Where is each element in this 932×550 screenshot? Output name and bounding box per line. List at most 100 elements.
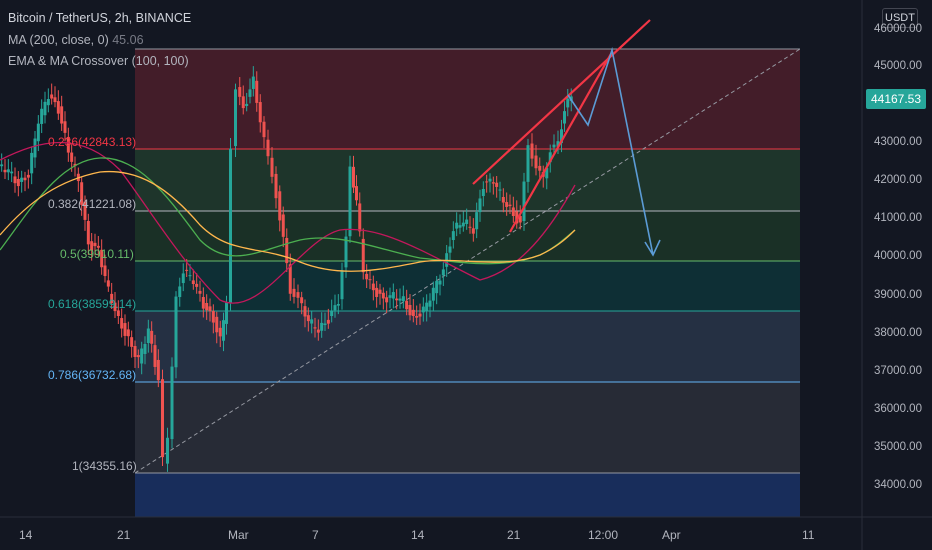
candle-body: [361, 238, 365, 273]
candle-body: [106, 280, 110, 287]
candle-body: [195, 283, 199, 287]
candle-body: [251, 76, 255, 89]
candle-body: [431, 287, 435, 301]
ema-red-line: [0, 141, 576, 304]
candle-body: [198, 290, 202, 294]
candle-body: [468, 226, 472, 228]
candle-body: [80, 182, 84, 205]
candle-body: [391, 292, 395, 299]
candle-body: [63, 121, 67, 133]
candle-body: [411, 309, 415, 317]
candle-body: [552, 144, 556, 148]
price-axis-label: 37000.00: [874, 365, 922, 377]
candle-body: [70, 152, 74, 162]
candle-body: [481, 188, 485, 197]
candle-body: [495, 182, 499, 187]
ema-legend[interactable]: EMA & MA Crossover (100, 100): [8, 54, 189, 68]
candle-body: [385, 297, 389, 303]
candle-body: [248, 89, 252, 97]
candle-body: [50, 94, 54, 99]
candle-body: [508, 204, 512, 207]
candle-body: [93, 242, 97, 247]
candle-body: [110, 293, 114, 304]
time-axis-label: 12:00: [588, 528, 619, 542]
candle-body: [208, 306, 212, 312]
candle-body: [146, 328, 150, 343]
candle-body: [465, 219, 469, 224]
candle-body: [355, 186, 358, 201]
candle-body: [455, 222, 459, 229]
candle-body: [378, 289, 382, 294]
candle-body: [515, 211, 519, 224]
candle-body: [428, 300, 432, 307]
price-axis-label: 42000.00: [874, 174, 922, 186]
candle-body: [388, 295, 392, 298]
candle-body: [401, 296, 405, 302]
fib-level-label: 0.236(42843.13): [48, 135, 137, 149]
candle-body: [258, 102, 262, 123]
candle-body: [255, 80, 259, 103]
candle-body: [33, 138, 37, 158]
price-axis-label: 46000.00: [874, 23, 922, 35]
candle-body: [522, 181, 526, 222]
price-axis-label: 41000.00: [874, 212, 922, 224]
candle-body: [3, 169, 7, 173]
candle-body: [40, 108, 44, 124]
candle-body: [491, 182, 495, 184]
fib-level-label: 0.382(41221.08): [48, 197, 137, 211]
candle-body: [73, 163, 77, 167]
candle-body: [458, 225, 462, 228]
candle-body: [36, 123, 40, 142]
time-axis-label: Mar: [228, 528, 249, 542]
candle-body: [505, 202, 509, 207]
candle-body: [241, 96, 245, 109]
candle-body: [418, 313, 422, 317]
time-axis-label: 14: [19, 528, 33, 542]
fib-level-label: 0.618(38599.14): [48, 297, 137, 311]
fib-level-label: 0.5(39910.11): [60, 247, 134, 261]
candle-body: [421, 306, 425, 313]
candle-body: [545, 167, 549, 179]
time-axis-label: 11: [802, 528, 815, 542]
candle-body: [116, 310, 120, 317]
candle-body: [90, 241, 94, 251]
candle-body: [448, 246, 452, 253]
candle-body: [563, 111, 566, 124]
fib-zone-0-0236: [135, 49, 800, 149]
candlesticks: [0, 66, 573, 472]
price-axis-label: 36000.00: [874, 403, 922, 415]
candle-body: [485, 181, 489, 183]
candle-body: [234, 89, 237, 147]
candle-body: [26, 174, 30, 178]
candle-body: [313, 327, 317, 329]
candle-body: [120, 318, 124, 329]
candle-body: [375, 287, 379, 297]
candle-body: [205, 302, 209, 311]
time-axis-label: 14: [411, 528, 425, 542]
candle-body: [270, 157, 274, 177]
candle-body: [566, 98, 570, 108]
fib-zone-0382-05: [135, 211, 800, 261]
fib-zone-0618-0786: [135, 311, 800, 382]
candle-body: [285, 237, 289, 264]
ma-legend[interactable]: MA (200, close, 0) 45.06: [8, 33, 144, 47]
candle-body: [13, 176, 17, 184]
candle-body: [415, 316, 419, 318]
fib-level-label: 0.786(36732.68): [48, 368, 137, 382]
candle-body: [56, 101, 60, 114]
candle-body: [292, 288, 296, 297]
candle-body: [16, 179, 20, 187]
candle-body: [96, 245, 100, 248]
candle-body: [150, 330, 154, 344]
candle-body: [530, 143, 534, 159]
price-axis-label: 38000.00: [874, 327, 922, 339]
candle-body: [166, 437, 169, 464]
candle-body: [178, 286, 182, 298]
rising-wedge: [472, 19, 651, 233]
candle-body: [368, 279, 372, 281]
candle-body: [340, 270, 344, 300]
candle-body: [303, 306, 307, 317]
currency-button[interactable]: USDT: [882, 8, 918, 28]
candle-body: [336, 303, 340, 306]
